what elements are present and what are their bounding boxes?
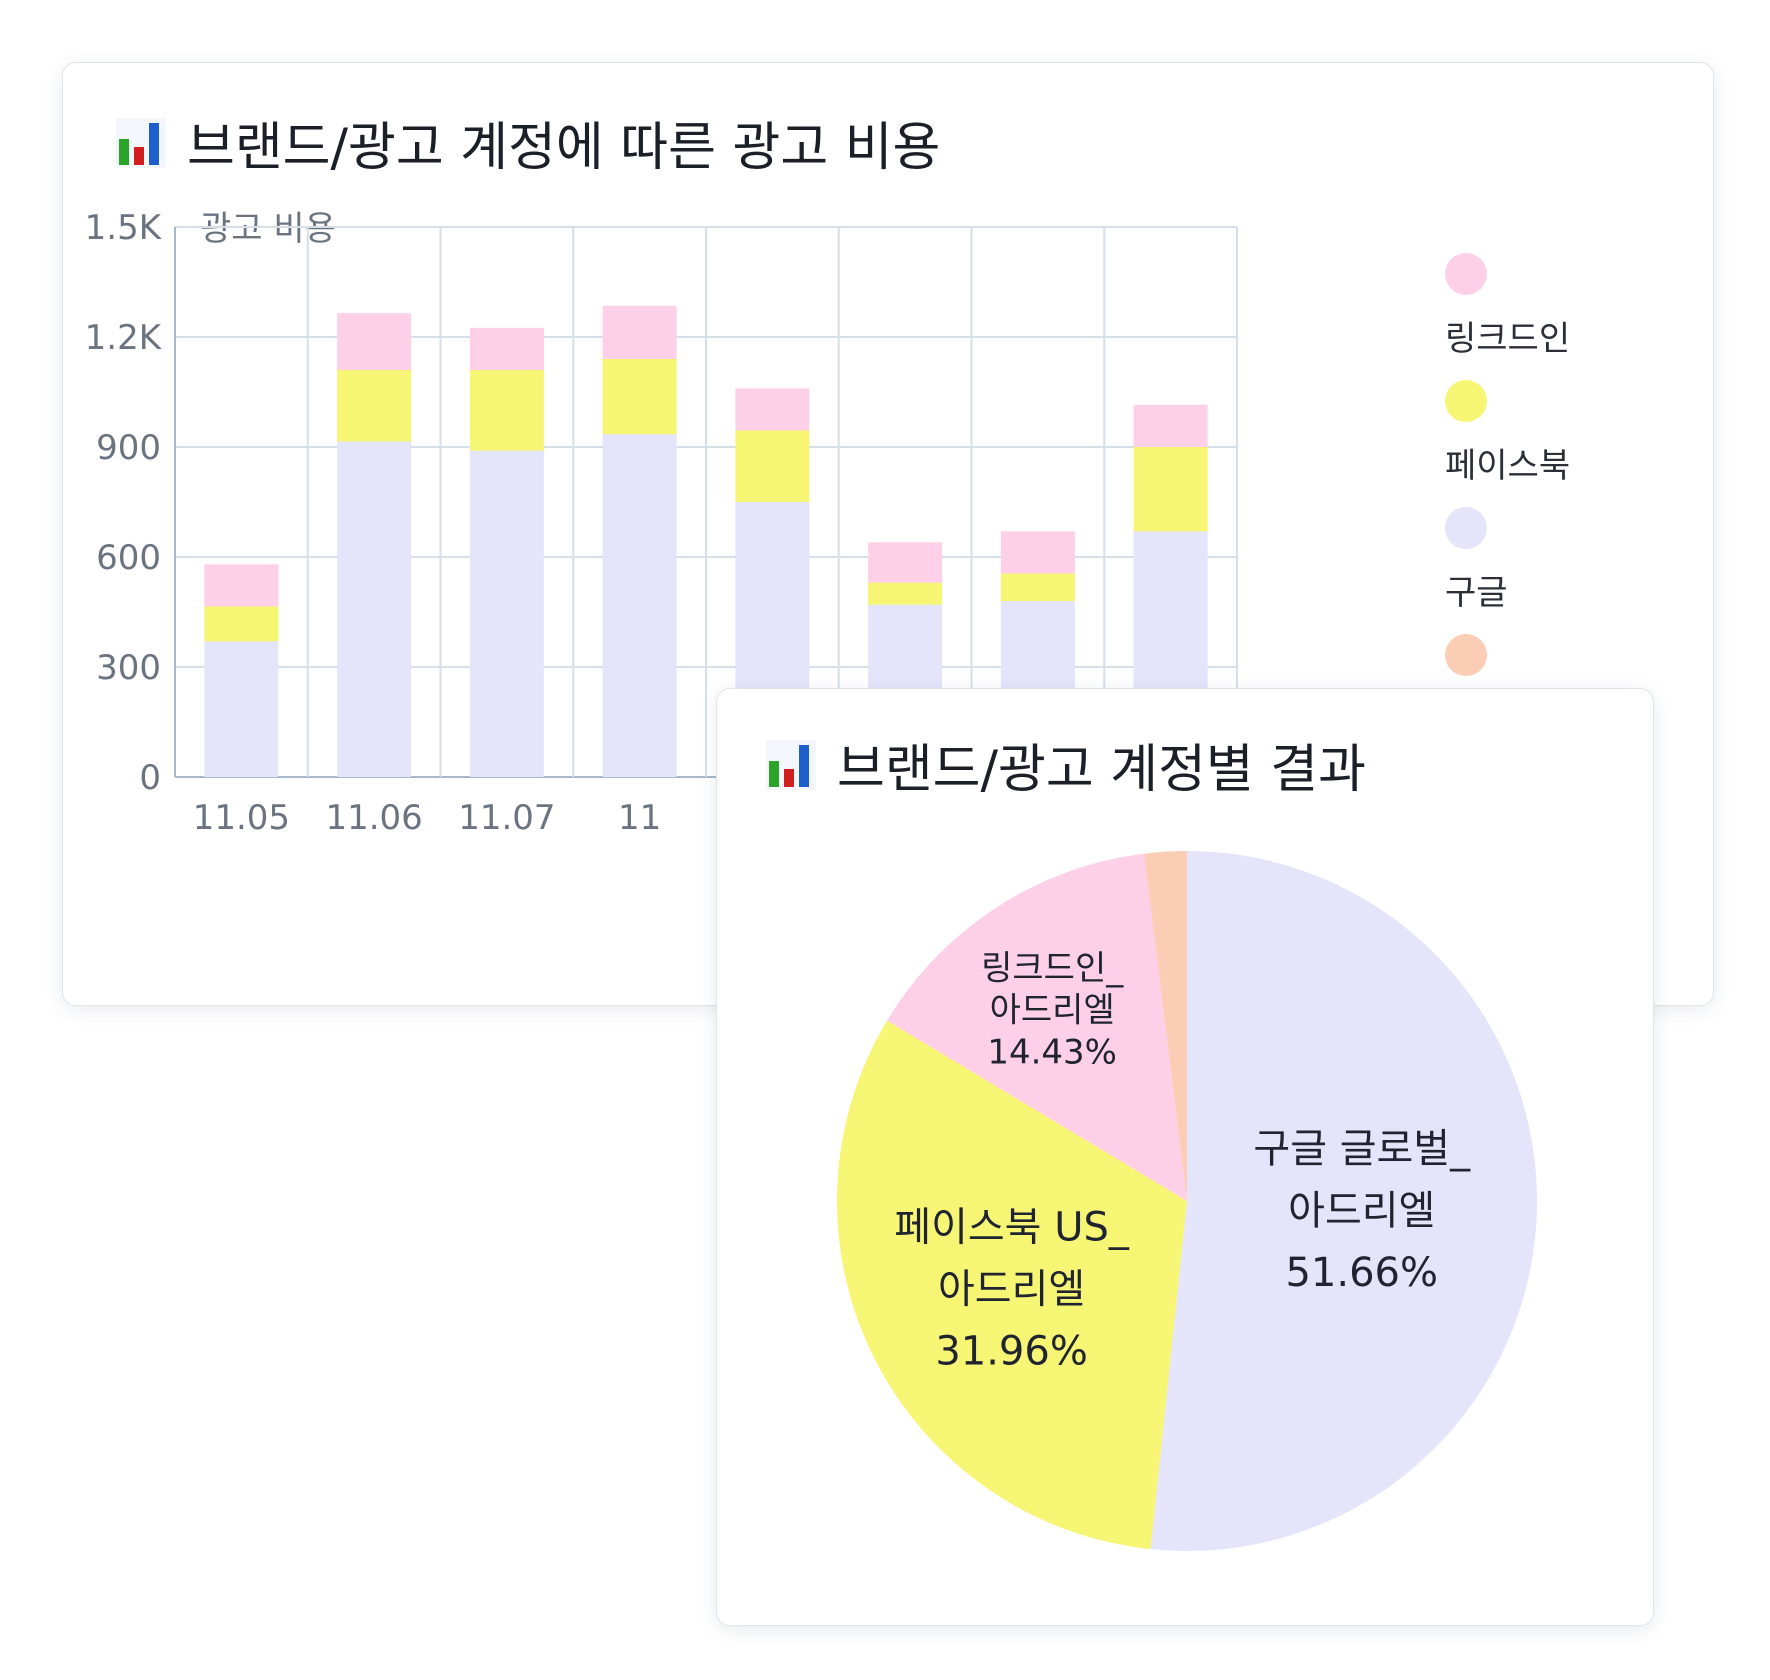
pie-slice-label: 페이스북 US_ <box>894 1204 1130 1250</box>
x-tick-label: 11.05 <box>193 798 290 838</box>
pie-chart-title: 브랜드/광고 계정별 결과 <box>765 727 1366 802</box>
bar-segment[interactable] <box>204 564 279 607</box>
y-tick-label: 0 <box>139 758 161 798</box>
x-tick-label: 11.06 <box>325 798 422 838</box>
y-axis-label: 광고 비용 <box>200 209 336 249</box>
bar-segment[interactable] <box>469 370 544 451</box>
pie-slice[interactable] <box>1144 851 1187 1201</box>
legend-item-other[interactable] <box>1445 634 1695 761</box>
bar-segment[interactable] <box>602 305 677 359</box>
pie-slice[interactable] <box>887 853 1187 1201</box>
legend-label-facebook: 페이스북 <box>1445 446 1571 486</box>
bar-segment[interactable] <box>735 388 810 431</box>
legend-swatch-google <box>1445 507 1487 549</box>
bar-chart-title-text: 브랜드/광고 계정에 따른 광고 비용 <box>187 118 941 178</box>
bar-segment[interactable] <box>204 606 279 642</box>
bar-segment[interactable] <box>337 370 412 442</box>
pie-slice-label: 14.43% <box>987 1032 1117 1072</box>
legend-swatch-other <box>1445 634 1487 676</box>
bar-segment[interactable] <box>868 542 943 583</box>
pie-slice-label: 아드리엘 <box>1288 1188 1435 1234</box>
account-results-pie-chart-card: 브랜드/광고 계정별 결과 구글 글로벌_ 아드리엘 51.66% 페이스북 US_ 아… <box>716 688 1654 1626</box>
bar-segment[interactable] <box>602 359 677 435</box>
y-tick-label: 600 <box>96 538 161 578</box>
bar-segment[interactable] <box>1000 573 1075 602</box>
bar-segment[interactable] <box>469 327 544 370</box>
pie-slice-label: 아드리엘 <box>990 990 1115 1030</box>
y-tick-label: 1.5K <box>85 208 163 248</box>
bar-segment[interactable] <box>602 434 677 777</box>
pie-plot-area: 구글 글로벌_ 아드리엘 51.66% 페이스북 US_ 아드리엘 31.96% 링크드인_… <box>837 851 1538 1551</box>
pie-slice-label: 아드리엘 <box>938 1266 1085 1312</box>
y-tick-label: 300 <box>96 648 161 688</box>
legend-item-facebook[interactable]: 페이스북 <box>1445 380 1695 507</box>
bar-chart-icon <box>116 117 166 168</box>
x-tick-label: 11 <box>618 798 661 838</box>
bar-segment[interactable] <box>204 641 279 777</box>
bar-segment[interactable] <box>735 430 810 503</box>
legend-item-google[interactable]: 구글 <box>1445 507 1695 634</box>
legend-label-linkedin: 링크드인 <box>1445 319 1571 359</box>
x-tick-label: 11.07 <box>458 798 555 838</box>
legend-item-linkedin[interactable]: 링크드인 <box>1445 253 1695 380</box>
bar-segment[interactable] <box>868 582 943 605</box>
legend-swatch-linkedin <box>1445 253 1487 295</box>
pie-chart-title-text: 브랜드/광고 계정별 결과 <box>837 740 1366 800</box>
pie-slice-label: 31.96% <box>935 1328 1088 1374</box>
bar-chart-legend: 링크드인 페이스북 구글 <box>1445 253 1695 761</box>
y-tick-label: 900 <box>96 428 161 468</box>
pie-slice-label: 51.66% <box>1285 1250 1438 1296</box>
pie-slice-label: 링크드인_ <box>981 948 1124 988</box>
bar-segment[interactable] <box>337 313 412 370</box>
y-tick-label: 1.2K <box>85 318 163 358</box>
bar-segment[interactable] <box>469 450 544 777</box>
legend-label-google: 구글 <box>1445 573 1508 613</box>
pie-slice[interactable] <box>837 1020 1187 1550</box>
bar-chart-icon <box>766 739 816 790</box>
bar-plot-area: 0 300 600 900 1.2K 1.5K 11.05 11.06 11.07 11 <box>85 208 1238 838</box>
bar-segment[interactable] <box>1000 531 1075 574</box>
bar-segment[interactable] <box>1133 404 1208 447</box>
legend-swatch-facebook <box>1445 380 1487 422</box>
pie-slice-label: 구글 글로벌_ <box>1253 1126 1471 1172</box>
bar-segment[interactable] <box>1133 447 1208 532</box>
bar-chart-title: 브랜드/광고 계정에 따른 광고 비용 <box>115 105 940 180</box>
bar-segment[interactable] <box>337 441 412 778</box>
pie-slice[interactable] <box>1150 851 1538 1551</box>
